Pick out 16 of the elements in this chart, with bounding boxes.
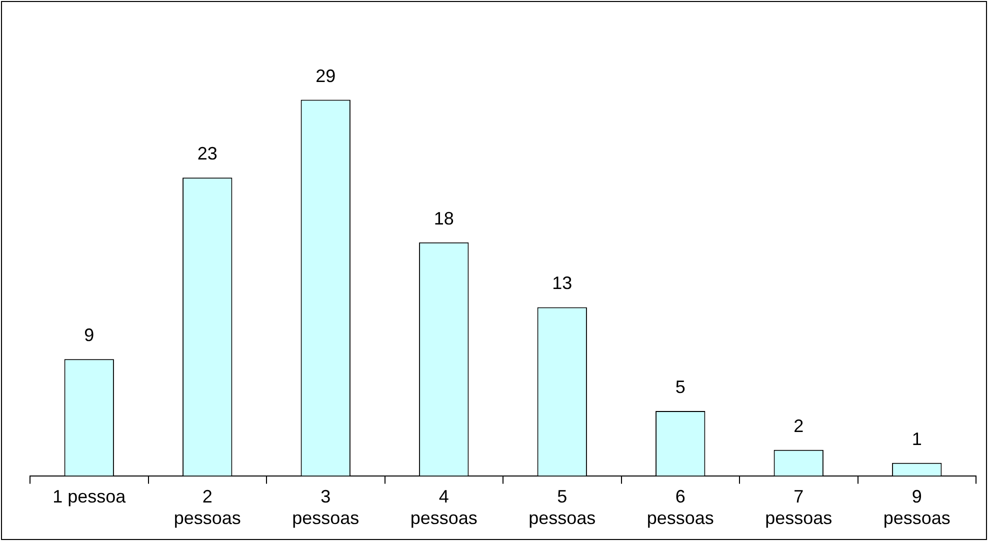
x-tick-label: 5 pessoas <box>528 486 596 528</box>
data-label: 9 <box>84 325 94 346</box>
data-label: 18 <box>434 208 454 228</box>
x-tick-label: 2 pessoas <box>174 486 241 528</box>
x-tick-label: 6 pessoas <box>646 486 714 528</box>
data-label: 13 <box>552 273 572 294</box>
x-tick-label: 3 pessoas <box>292 486 360 528</box>
data-label: 5 <box>675 376 686 397</box>
x-tick-label: 9 pessoas <box>883 486 950 528</box>
x-tick-label: 7 pessoas <box>765 486 832 528</box>
x-tick-label: 1 pessoa <box>52 486 127 507</box>
x-tick-label: 4 pessoas <box>410 486 478 528</box>
data-label: 2 <box>794 416 804 436</box>
data-label: 29 <box>316 66 336 86</box>
data-label: 1 <box>912 428 922 449</box>
data-label: 23 <box>197 144 218 164</box>
